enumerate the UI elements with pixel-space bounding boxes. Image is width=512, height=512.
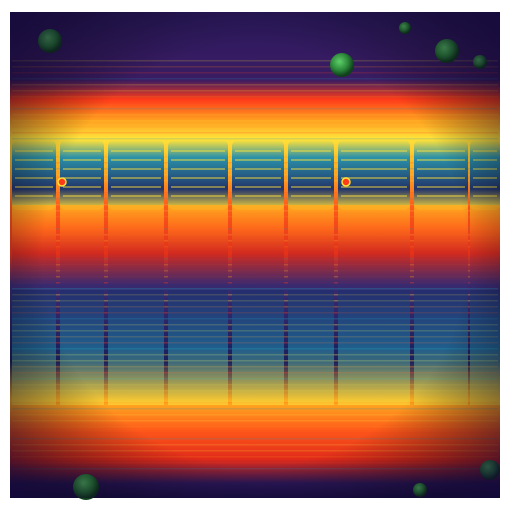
vignette-overlay [10,12,500,498]
